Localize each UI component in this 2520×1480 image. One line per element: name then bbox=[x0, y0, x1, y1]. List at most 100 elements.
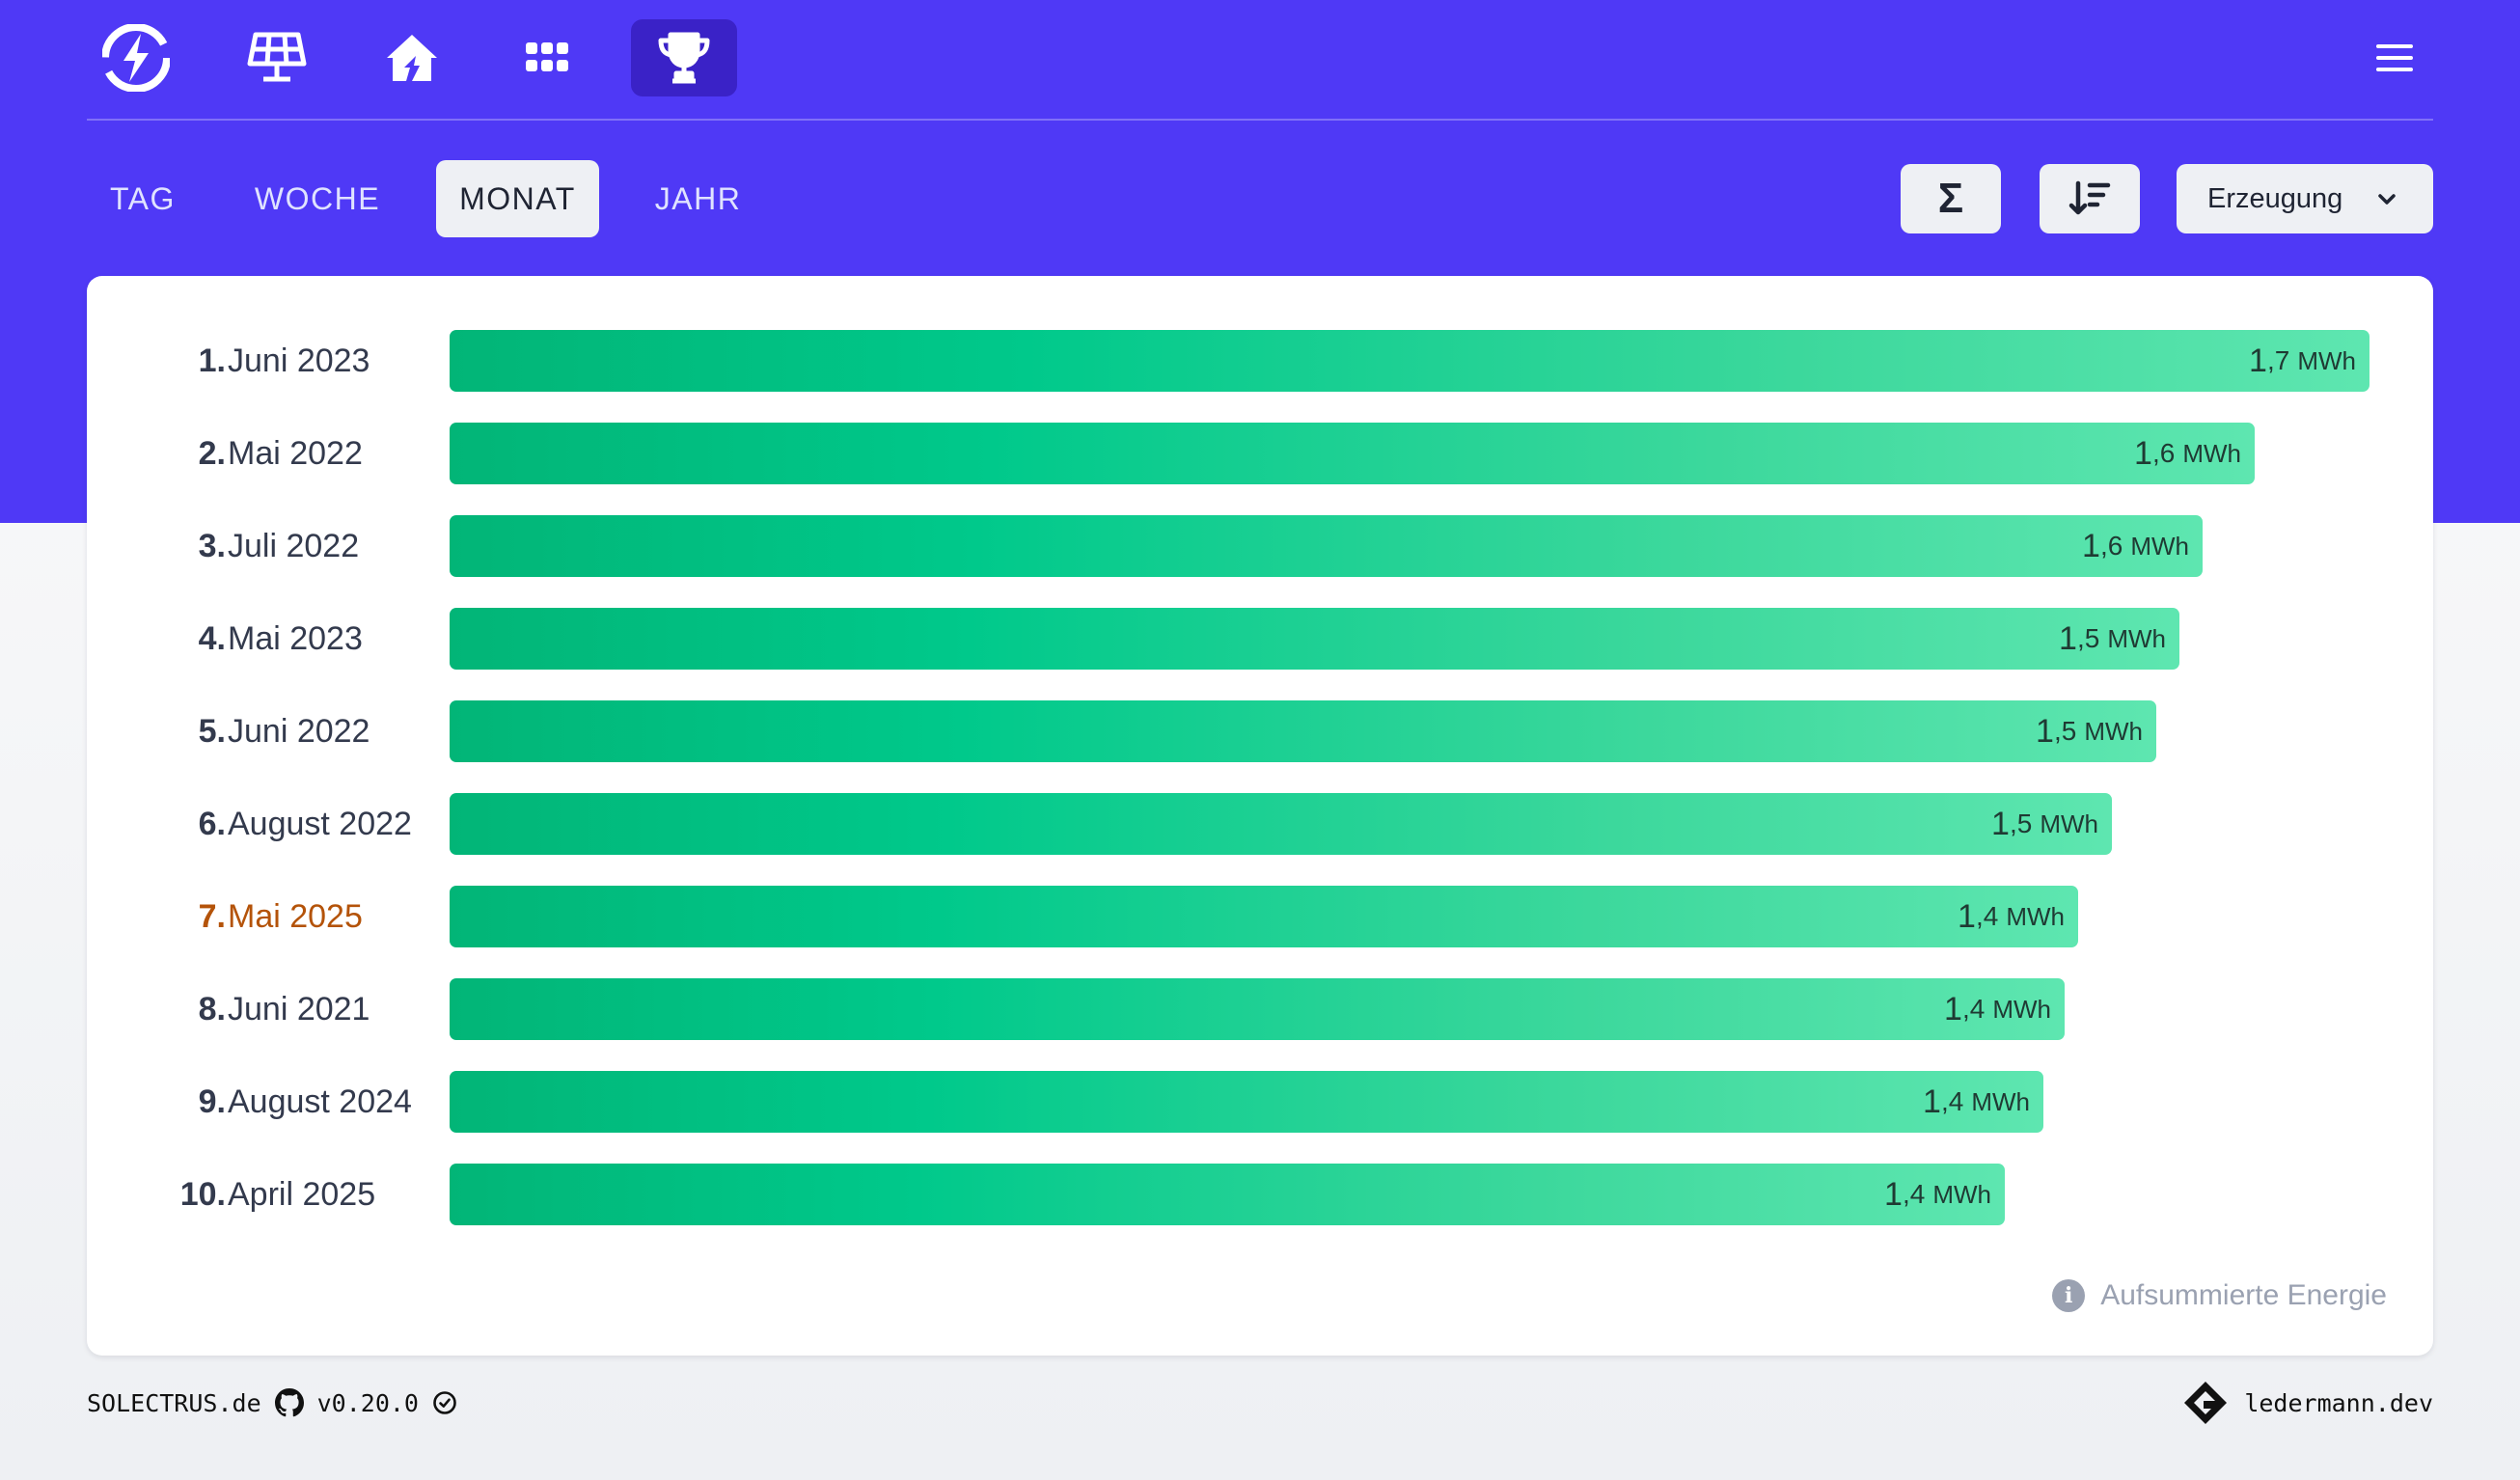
energy-bar[interactable]: 1,6 MWh bbox=[450, 423, 2255, 484]
tab-jahr[interactable]: JAHR bbox=[654, 180, 742, 216]
tab-monat[interactable]: MONAT bbox=[436, 160, 599, 237]
metric-select-value: Erzeugung bbox=[2207, 182, 2343, 214]
value-unit: MWh bbox=[2006, 901, 2065, 931]
tab-tag[interactable]: TAG bbox=[110, 180, 176, 216]
metric-select[interactable]: Erzeugung bbox=[2177, 164, 2433, 233]
value-unit: MWh bbox=[1971, 1086, 2030, 1116]
period-label: Juli 2022 bbox=[228, 527, 360, 564]
value-decimal: ,6 bbox=[2151, 438, 2176, 468]
value-unit: MWh bbox=[2297, 345, 2356, 375]
period-tabs: TAG WOCHE MONAT JAHR bbox=[87, 160, 797, 237]
value-integer: 1 bbox=[2059, 619, 2077, 657]
ledermann-logo-icon[interactable] bbox=[2182, 1380, 2229, 1426]
rank-number: 1. bbox=[198, 342, 226, 379]
ranking-row: 3. Juli 2022 1,6 MWh bbox=[87, 515, 2433, 577]
period-label: Mai 2025 bbox=[228, 897, 363, 935]
ranking-row: 5. Juni 2022 1,5 MWh bbox=[87, 700, 2433, 762]
rank-number: 10. bbox=[179, 1175, 226, 1213]
period-label: Juni 2021 bbox=[228, 990, 370, 1028]
footer-right: ledermann.dev bbox=[2182, 1378, 2433, 1428]
author-link[interactable]: ledermann.dev bbox=[2244, 1388, 2433, 1417]
footer-left: SOLECTRUS.de v0.20.0 bbox=[87, 1385, 471, 1420]
bar-value: 1,6 MWh bbox=[2134, 423, 2241, 484]
sort-button[interactable] bbox=[2040, 164, 2140, 233]
bar-value: 1,5 MWh bbox=[2059, 608, 2166, 670]
value-decimal: ,5 bbox=[2009, 809, 2033, 838]
value-integer: 1 bbox=[2036, 712, 2054, 750]
value-integer: 1 bbox=[2249, 342, 2267, 379]
rank-number: 8. bbox=[198, 990, 226, 1028]
trophy-icon[interactable] bbox=[631, 19, 737, 96]
value-unit: MWh bbox=[1992, 994, 2051, 1024]
ranking-row: 10. April 2025 1,4 MWh bbox=[87, 1164, 2433, 1225]
energy-bar[interactable]: 1,6 MWh bbox=[450, 515, 2203, 577]
ranking-row: 8. Juni 2021 1,4 MWh bbox=[87, 978, 2433, 1040]
value-integer: 1 bbox=[1944, 990, 1962, 1028]
value-unit: MWh bbox=[2130, 531, 2189, 561]
value-decimal: ,5 bbox=[2076, 623, 2100, 653]
rank-number: 4. bbox=[198, 619, 226, 657]
period-label: August 2022 bbox=[228, 805, 412, 842]
ranking-row: 1. Juni 2023 1,7 MWh bbox=[87, 330, 2433, 392]
bar-value: 1,5 MWh bbox=[2036, 700, 2143, 762]
check-circle-icon bbox=[433, 1391, 456, 1414]
version-label[interactable]: v0.20.0 bbox=[316, 1388, 419, 1417]
sort-descending-icon bbox=[2068, 180, 2111, 215]
period-label: Mai 2023 bbox=[228, 619, 363, 657]
period-label: April 2025 bbox=[228, 1175, 376, 1213]
period-label: Mai 2022 bbox=[228, 434, 363, 472]
ranking-row: 4. Mai 2023 1,5 MWh bbox=[87, 608, 2433, 670]
value-integer: 1 bbox=[2082, 527, 2100, 564]
energy-bar[interactable]: 1,7 MWh bbox=[450, 330, 2369, 392]
bar-value: 1,4 MWh bbox=[1884, 1164, 1991, 1225]
hamburger-menu-icon[interactable] bbox=[2366, 29, 2424, 87]
energy-bar[interactable]: 1,5 MWh bbox=[450, 608, 2179, 670]
bar-value: 1,4 MWh bbox=[1923, 1071, 2030, 1133]
ranking-row: 9. August 2024 1,4 MWh bbox=[87, 1071, 2433, 1133]
energy-bar[interactable]: 1,5 MWh bbox=[450, 700, 2156, 762]
solectrus-logo-icon[interactable] bbox=[83, 19, 189, 96]
bar-value: 1,6 MWh bbox=[2082, 515, 2189, 577]
value-integer: 1 bbox=[1958, 897, 1976, 935]
bar-value: 1,5 MWh bbox=[1991, 793, 2098, 855]
github-icon[interactable] bbox=[274, 1388, 304, 1417]
house-icon[interactable] bbox=[359, 19, 465, 96]
value-decimal: ,4 bbox=[1902, 1179, 1926, 1209]
sum-button[interactable]: Σ bbox=[1901, 164, 2001, 233]
value-unit: MWh bbox=[2084, 716, 2143, 746]
rank-number: 7. bbox=[198, 897, 226, 935]
value-unit: MWh bbox=[1932, 1179, 1991, 1209]
value-integer: 1 bbox=[1884, 1175, 1903, 1213]
info-note: i Aufsummierte Energie bbox=[2052, 1279, 2387, 1312]
value-decimal: ,5 bbox=[2053, 716, 2077, 746]
value-integer: 1 bbox=[1991, 805, 2010, 842]
energy-bar[interactable]: 1,4 MWh bbox=[450, 978, 2065, 1040]
bar-value: 1,4 MWh bbox=[1958, 886, 2065, 947]
value-integer: 1 bbox=[1923, 1083, 1941, 1120]
tab-woche[interactable]: WOCHE bbox=[254, 180, 381, 216]
grid-dots-icon[interactable] bbox=[494, 19, 600, 96]
site-link[interactable]: SOLECTRUS.de bbox=[87, 1388, 261, 1417]
ranking-row: 6. August 2022 1,5 MWh bbox=[87, 793, 2433, 855]
rank-number: 5. bbox=[198, 712, 226, 750]
info-label: Aufsummierte Energie bbox=[2100, 1279, 2387, 1311]
value-decimal: ,4 bbox=[1975, 901, 1999, 931]
rank-number: 9. bbox=[198, 1083, 226, 1120]
rank-number: 3. bbox=[198, 527, 226, 564]
energy-bar[interactable]: 1,5 MWh bbox=[450, 793, 2112, 855]
period-label: August 2024 bbox=[228, 1083, 412, 1120]
value-decimal: ,7 bbox=[2266, 345, 2290, 375]
value-unit: MWh bbox=[2182, 438, 2241, 468]
energy-bar[interactable]: 1,4 MWh bbox=[450, 1071, 2043, 1133]
info-icon: i bbox=[2052, 1279, 2086, 1312]
solar-panel-icon[interactable] bbox=[224, 19, 330, 96]
period-label: Juni 2023 bbox=[228, 342, 370, 379]
energy-bar[interactable]: 1,4 MWh bbox=[450, 886, 2078, 947]
rank-number: 6. bbox=[198, 805, 226, 842]
value-decimal: ,4 bbox=[1940, 1086, 1964, 1116]
energy-bar[interactable]: 1,4 MWh bbox=[450, 1164, 2005, 1225]
value-decimal: ,4 bbox=[1961, 994, 1986, 1024]
ranking-row: 7. Mai 2025 1,4 MWh bbox=[87, 886, 2433, 947]
period-label: Juni 2022 bbox=[228, 712, 370, 750]
value-decimal: ,6 bbox=[2099, 531, 2123, 561]
